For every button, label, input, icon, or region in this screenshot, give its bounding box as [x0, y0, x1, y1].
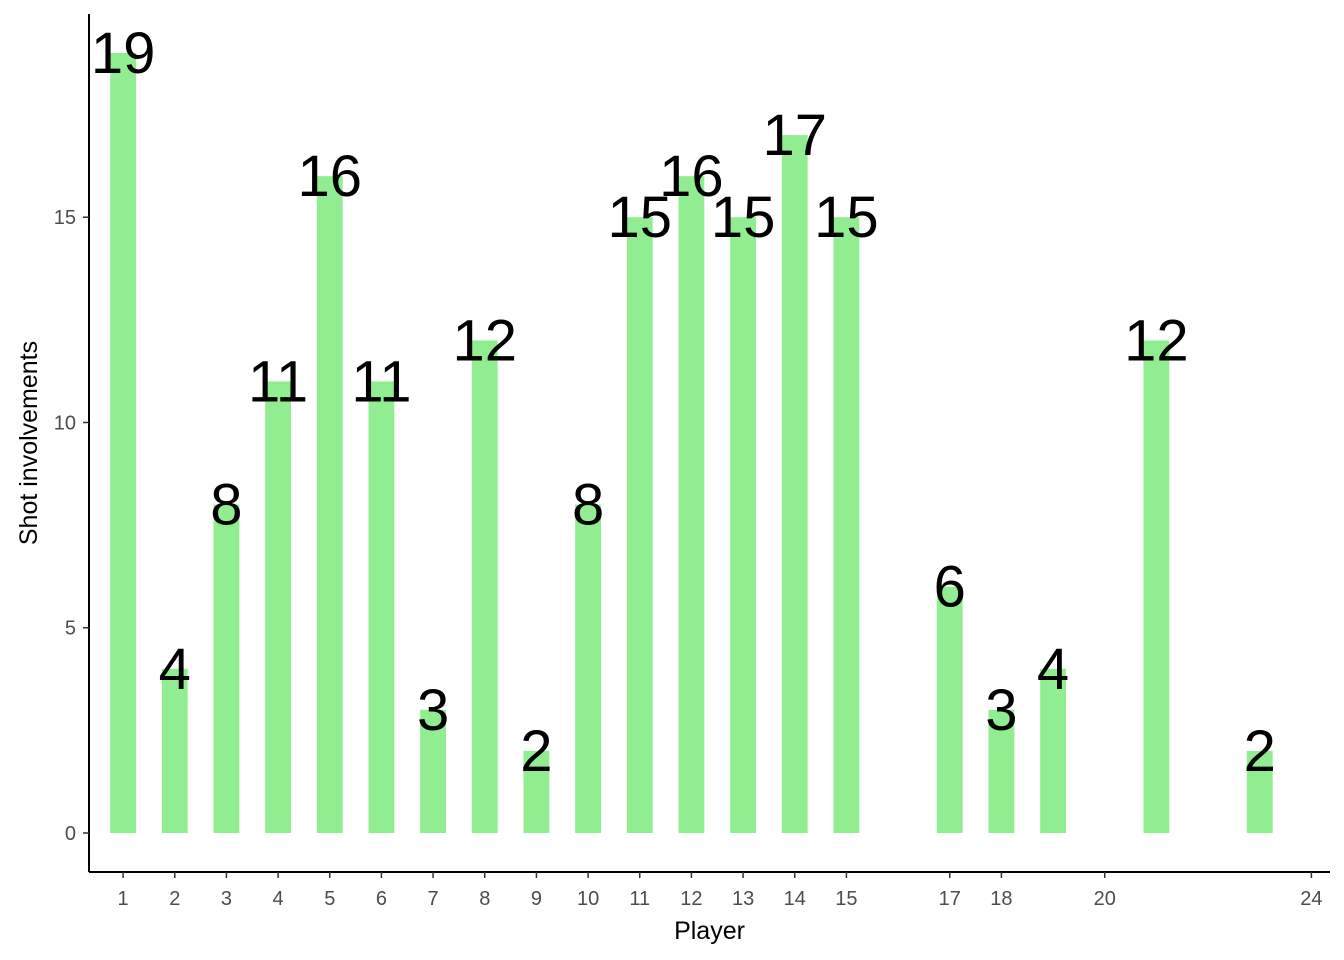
x-tick-label: 3	[221, 888, 232, 910]
data-label-player-11: 15	[607, 185, 672, 250]
data-label-player-6: 11	[351, 349, 411, 414]
bar-player-8	[471, 340, 498, 833]
x-tick-label: 7	[428, 888, 439, 910]
x-tick-label: 9	[531, 888, 542, 910]
data-label-player-18: 3	[985, 678, 1017, 743]
x-tick-label: 4	[273, 888, 284, 910]
data-label-player-2: 4	[159, 637, 191, 702]
data-label-player-5: 16	[298, 144, 363, 209]
bar-player-7	[420, 709, 446, 833]
y-tick-label: 5	[65, 618, 76, 640]
x-tick-label: 15	[835, 888, 857, 910]
bar-player-13	[730, 217, 756, 833]
bar-player-10	[575, 504, 601, 833]
x-tick-label: 11	[629, 888, 650, 910]
x-tick-label: 10	[577, 888, 599, 910]
data-label-player-17: 6	[934, 555, 966, 620]
bar-player-4	[265, 381, 292, 833]
bar-player-1	[110, 53, 137, 833]
x-tick-label: 1	[118, 888, 129, 910]
x-tick-label: 14	[784, 888, 806, 910]
x-tick-label: 13	[732, 888, 754, 910]
y-tick-label: 0	[65, 823, 76, 845]
bar-player-5	[316, 176, 343, 833]
data-label-player-3: 8	[210, 473, 242, 538]
bar-player-19	[1040, 668, 1066, 833]
bar-player-6	[368, 381, 395, 833]
data-label-player-12: 16	[659, 144, 724, 209]
bars-layer	[110, 53, 1273, 834]
bar-player-9	[523, 750, 550, 833]
x-tick-label: 8	[479, 888, 490, 910]
bar-player-23	[1246, 750, 1273, 833]
data-label-player-23: 2	[1244, 719, 1276, 784]
data-label-player-8: 12	[453, 308, 518, 373]
x-tick-label: 24	[1300, 888, 1322, 910]
x-tick-label: 12	[680, 888, 702, 910]
x-tick-label: 5	[324, 888, 335, 910]
data-label-player-7: 3	[417, 678, 449, 743]
x-tick-label: 6	[376, 888, 387, 910]
y-tick-label: 15	[54, 207, 76, 229]
y-axis-title: Shot involvements	[15, 341, 43, 545]
bar-player-17	[936, 586, 963, 833]
x-tick-label: 20	[1094, 888, 1116, 910]
bar-player-14	[781, 135, 808, 834]
bar-player-15	[833, 217, 860, 833]
data-label-player-10: 8	[572, 473, 604, 538]
bar-player-21	[1143, 340, 1170, 833]
data-label-player-19: 4	[1037, 637, 1069, 702]
data-label-player-21: 12	[1124, 308, 1189, 373]
bar-player-3	[213, 504, 240, 833]
x-tick-label: 2	[169, 888, 180, 910]
data-label-player-9: 2	[520, 719, 552, 784]
bar-player-11	[626, 217, 653, 833]
data-label-player-13: 15	[711, 185, 776, 250]
bar-player-12	[678, 176, 705, 833]
y-tick-label: 10	[54, 412, 76, 434]
x-tick-label: 18	[990, 888, 1012, 910]
bar-player-2	[161, 668, 188, 833]
x-tick-label: 17	[939, 888, 961, 910]
bar-player-18	[988, 709, 1015, 833]
data-label-player-15: 15	[814, 185, 879, 250]
data-label-player-4: 11	[248, 349, 308, 414]
data-label-player-14: 17	[762, 103, 827, 168]
x-axis-title: Player	[674, 917, 745, 945]
data-label-player-1: 19	[91, 21, 156, 86]
